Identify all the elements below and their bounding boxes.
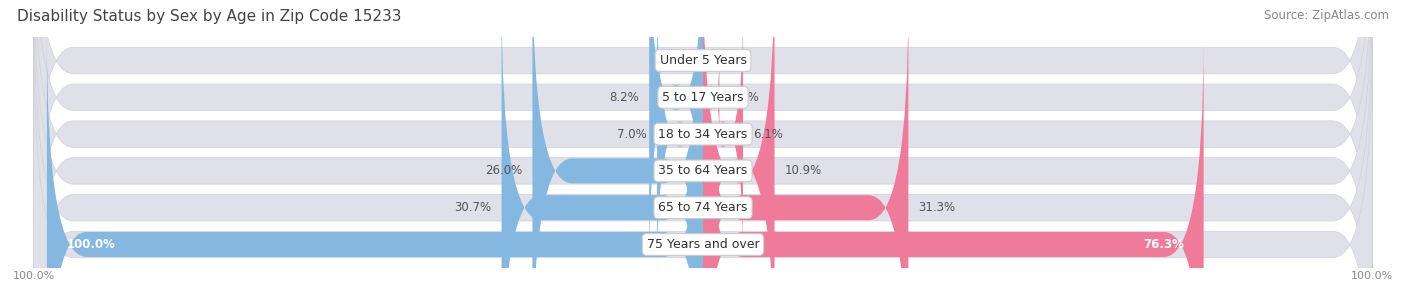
FancyBboxPatch shape: [34, 0, 1372, 305]
FancyBboxPatch shape: [703, 0, 775, 305]
FancyBboxPatch shape: [34, 0, 1372, 305]
Text: 7.0%: 7.0%: [617, 127, 647, 141]
Text: 75 Years and over: 75 Years and over: [647, 238, 759, 251]
FancyBboxPatch shape: [657, 0, 703, 276]
Text: 30.7%: 30.7%: [454, 201, 492, 214]
FancyBboxPatch shape: [34, 0, 1372, 268]
Text: 18 to 34 Years: 18 to 34 Years: [658, 127, 748, 141]
FancyBboxPatch shape: [703, 12, 742, 256]
Text: 5 to 17 Years: 5 to 17 Years: [662, 91, 744, 104]
Text: 10.9%: 10.9%: [785, 164, 821, 178]
Text: 76.3%: 76.3%: [1143, 238, 1184, 251]
Text: 0.0%: 0.0%: [664, 54, 693, 67]
Text: 8.2%: 8.2%: [610, 91, 640, 104]
FancyBboxPatch shape: [703, 55, 720, 140]
FancyBboxPatch shape: [533, 0, 703, 305]
Text: 100.0%: 100.0%: [66, 238, 115, 251]
FancyBboxPatch shape: [502, 0, 703, 305]
Text: 26.0%: 26.0%: [485, 164, 523, 178]
Text: 35 to 64 Years: 35 to 64 Years: [658, 164, 748, 178]
FancyBboxPatch shape: [703, 0, 908, 305]
FancyBboxPatch shape: [650, 0, 703, 266]
Text: 31.3%: 31.3%: [918, 201, 955, 214]
FancyBboxPatch shape: [703, 36, 1204, 305]
Text: Source: ZipAtlas.com: Source: ZipAtlas.com: [1264, 9, 1389, 22]
FancyBboxPatch shape: [34, 0, 1372, 305]
Text: Disability Status by Sex by Age in Zip Code 15233: Disability Status by Sex by Age in Zip C…: [17, 9, 401, 24]
Text: 65 to 74 Years: 65 to 74 Years: [658, 201, 748, 214]
Text: 6.1%: 6.1%: [752, 127, 783, 141]
Text: 0.0%: 0.0%: [713, 54, 742, 67]
FancyBboxPatch shape: [34, 37, 1372, 305]
FancyBboxPatch shape: [34, 0, 1372, 305]
Text: Under 5 Years: Under 5 Years: [659, 54, 747, 67]
Text: 2.5%: 2.5%: [730, 91, 759, 104]
FancyBboxPatch shape: [46, 36, 703, 305]
